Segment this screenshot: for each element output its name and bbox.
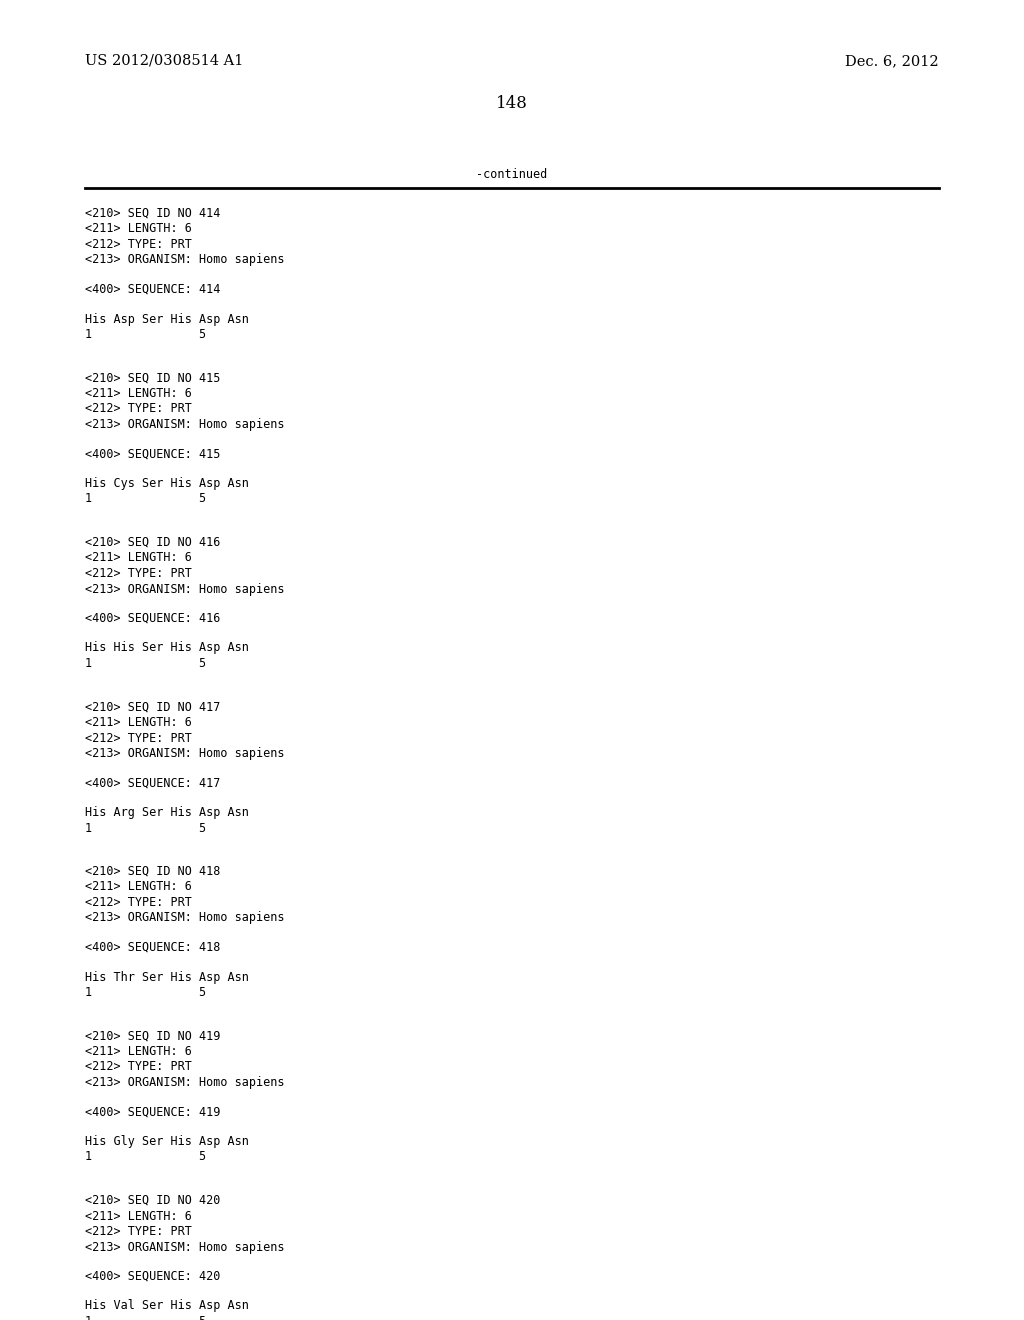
Text: 1               5: 1 5: [85, 1151, 206, 1163]
Text: <210> SEQ ID NO 418: <210> SEQ ID NO 418: [85, 865, 220, 878]
Text: <212> TYPE: PRT: <212> TYPE: PRT: [85, 1225, 191, 1238]
Text: <210> SEQ ID NO 420: <210> SEQ ID NO 420: [85, 1195, 220, 1206]
Text: His Gly Ser His Asp Asn: His Gly Ser His Asp Asn: [85, 1135, 249, 1148]
Text: <400> SEQUENCE: 414: <400> SEQUENCE: 414: [85, 282, 220, 296]
Text: <211> LENGTH: 6: <211> LENGTH: 6: [85, 880, 191, 894]
Text: <213> ORGANISM: Homo sapiens: <213> ORGANISM: Homo sapiens: [85, 1076, 285, 1089]
Text: <210> SEQ ID NO 419: <210> SEQ ID NO 419: [85, 1030, 220, 1043]
Text: <400> SEQUENCE: 417: <400> SEQUENCE: 417: [85, 776, 220, 789]
Text: 148: 148: [496, 95, 528, 112]
Text: <212> TYPE: PRT: <212> TYPE: PRT: [85, 1060, 191, 1073]
Text: <400> SEQUENCE: 418: <400> SEQUENCE: 418: [85, 941, 220, 954]
Text: <213> ORGANISM: Homo sapiens: <213> ORGANISM: Homo sapiens: [85, 253, 285, 267]
Text: <210> SEQ ID NO 417: <210> SEQ ID NO 417: [85, 701, 220, 714]
Text: <212> TYPE: PRT: <212> TYPE: PRT: [85, 238, 191, 251]
Text: <400> SEQUENCE: 419: <400> SEQUENCE: 419: [85, 1106, 220, 1118]
Text: 1               5: 1 5: [85, 492, 206, 506]
Text: <210> SEQ ID NO 414: <210> SEQ ID NO 414: [85, 207, 220, 220]
Text: -continued: -continued: [476, 168, 548, 181]
Text: His His Ser His Asp Asn: His His Ser His Asp Asn: [85, 642, 249, 655]
Text: <211> LENGTH: 6: <211> LENGTH: 6: [85, 223, 191, 235]
Text: <213> ORGANISM: Homo sapiens: <213> ORGANISM: Homo sapiens: [85, 747, 285, 760]
Text: <212> TYPE: PRT: <212> TYPE: PRT: [85, 731, 191, 744]
Text: His Arg Ser His Asp Asn: His Arg Ser His Asp Asn: [85, 807, 249, 818]
Text: <213> ORGANISM: Homo sapiens: <213> ORGANISM: Homo sapiens: [85, 1241, 285, 1254]
Text: His Asp Ser His Asp Asn: His Asp Ser His Asp Asn: [85, 313, 249, 326]
Text: <212> TYPE: PRT: <212> TYPE: PRT: [85, 568, 191, 579]
Text: 1               5: 1 5: [85, 327, 206, 341]
Text: <211> LENGTH: 6: <211> LENGTH: 6: [85, 1045, 191, 1059]
Text: <400> SEQUENCE: 420: <400> SEQUENCE: 420: [85, 1270, 220, 1283]
Text: <211> LENGTH: 6: <211> LENGTH: 6: [85, 552, 191, 565]
Text: <400> SEQUENCE: 416: <400> SEQUENCE: 416: [85, 612, 220, 624]
Text: <212> TYPE: PRT: <212> TYPE: PRT: [85, 403, 191, 416]
Text: <210> SEQ ID NO 416: <210> SEQ ID NO 416: [85, 536, 220, 549]
Text: <212> TYPE: PRT: <212> TYPE: PRT: [85, 896, 191, 909]
Text: US 2012/0308514 A1: US 2012/0308514 A1: [85, 54, 244, 69]
Text: <213> ORGANISM: Homo sapiens: <213> ORGANISM: Homo sapiens: [85, 912, 285, 924]
Text: 1               5: 1 5: [85, 1315, 206, 1320]
Text: <211> LENGTH: 6: <211> LENGTH: 6: [85, 387, 191, 400]
Text: Dec. 6, 2012: Dec. 6, 2012: [846, 54, 939, 69]
Text: 1               5: 1 5: [85, 657, 206, 671]
Text: <213> ORGANISM: Homo sapiens: <213> ORGANISM: Homo sapiens: [85, 582, 285, 595]
Text: His Cys Ser His Asp Asn: His Cys Ser His Asp Asn: [85, 477, 249, 490]
Text: <211> LENGTH: 6: <211> LENGTH: 6: [85, 715, 191, 729]
Text: 1               5: 1 5: [85, 821, 206, 834]
Text: <213> ORGANISM: Homo sapiens: <213> ORGANISM: Homo sapiens: [85, 418, 285, 432]
Text: <211> LENGTH: 6: <211> LENGTH: 6: [85, 1209, 191, 1222]
Text: His Thr Ser His Asp Asn: His Thr Ser His Asp Asn: [85, 970, 249, 983]
Text: 1               5: 1 5: [85, 986, 206, 999]
Text: <210> SEQ ID NO 415: <210> SEQ ID NO 415: [85, 371, 220, 384]
Text: His Val Ser His Asp Asn: His Val Ser His Asp Asn: [85, 1299, 249, 1312]
Text: <400> SEQUENCE: 415: <400> SEQUENCE: 415: [85, 447, 220, 461]
